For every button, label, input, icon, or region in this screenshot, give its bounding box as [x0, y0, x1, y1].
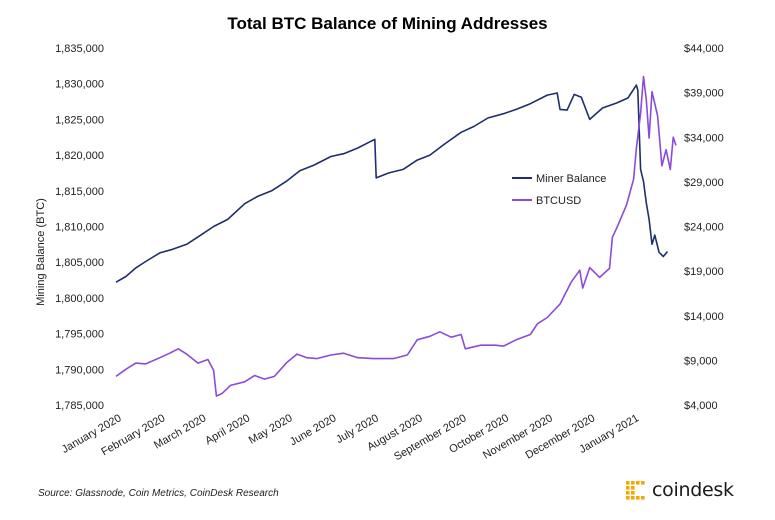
y-tick-label: 1,800,000 — [55, 293, 104, 305]
y2-tick-label: $39,000 — [684, 88, 724, 100]
y2-tick-label: $19,000 — [684, 266, 724, 278]
series-layer — [115, 75, 677, 397]
x-tick-label: May 2020 — [247, 412, 295, 447]
series-line-miner-balance — [115, 84, 669, 283]
y-tick-label: 1,785,000 — [55, 400, 104, 412]
y2-tick-label: $34,000 — [684, 132, 724, 144]
y2-tick-label: $29,000 — [684, 177, 724, 189]
x-tick-label: April 2020 — [203, 412, 252, 447]
y2-tick-label: $9,000 — [684, 355, 718, 367]
right-axis-ticks: $4,000 $9,000 $14,000 $19,000 $24,000 $29,000… — [684, 43, 724, 412]
y2-tick-label: $14,000 — [684, 311, 724, 323]
y2-tick-label: $44,000 — [684, 43, 724, 55]
y2-tick-label: $24,000 — [684, 222, 724, 234]
series-line-btcusd — [115, 75, 677, 397]
y-tick-label: 1,815,000 — [55, 186, 104, 198]
y-tick-label: 1,835,000 — [55, 43, 104, 55]
y-tick-label: 1,820,000 — [55, 150, 104, 162]
y-tick-label: 1,830,000 — [55, 79, 104, 91]
x-tick-label: June 2020 — [288, 412, 339, 448]
y-tick-label: 1,790,000 — [55, 364, 104, 376]
chart-legend: Miner Balance BTCUSD — [512, 173, 606, 207]
chart-title: Total BTC Balance of Mining Addresses — [227, 14, 548, 33]
coindesk-logo-icon — [626, 481, 645, 500]
legend-label-btcusd: BTCUSD — [536, 195, 581, 207]
y-tick-label: 1,795,000 — [55, 329, 104, 341]
y-tick-label: 1,825,000 — [55, 114, 104, 126]
y-tick-label: 1,810,000 — [55, 222, 104, 234]
source-note: Source: Glassnode, Coin Metrics, CoinDes… — [38, 488, 279, 499]
brand-wordmark: coindesk — [652, 479, 734, 501]
legend-label-miner-balance: Miner Balance — [536, 173, 606, 185]
brand-logo: coindesk — [624, 478, 734, 502]
y2-tick-label: $4,000 — [684, 400, 718, 412]
y-tick-label: 1,805,000 — [55, 257, 104, 269]
y-axis-label: Mining Balance (BTC) — [35, 198, 47, 306]
left-axis-ticks: 1,785,000 1,790,000 1,795,000 1,800,000 1,80… — [55, 43, 104, 412]
